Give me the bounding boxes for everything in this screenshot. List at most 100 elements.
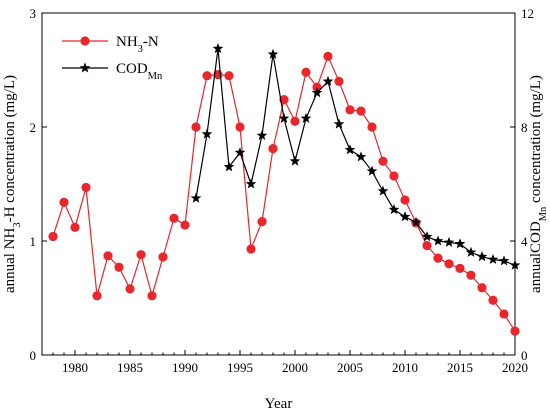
- plot-frame: [41, 12, 516, 356]
- data-point-codmn: [190, 192, 202, 203]
- data-point-codmn: [476, 251, 488, 262]
- data-point-nh3-n: [466, 270, 476, 280]
- data-point-nh3-n: [301, 67, 311, 77]
- data-point-nh3-n: [400, 195, 410, 205]
- data-point-nh3-n: [455, 263, 465, 273]
- data-point-codmn: [509, 259, 521, 270]
- series-line-codmn: [195, 48, 516, 266]
- data-point-nh3-n: [433, 253, 443, 263]
- axes-frame: [41, 12, 516, 356]
- data-point-nh3-n: [290, 116, 300, 126]
- data-point-codmn: [388, 204, 400, 215]
- data-point-nh3-n: [345, 105, 355, 115]
- data-point-nh3-n: [147, 291, 157, 301]
- y-right-tick-label: 4: [521, 234, 528, 249]
- legend-item-codmn: CODMn: [62, 61, 163, 82]
- data-point-nh3-n: [312, 82, 322, 92]
- data-point-codmn: [201, 128, 213, 139]
- data-point-nh3-n: [268, 144, 278, 154]
- data-point-nh3-n: [477, 283, 487, 293]
- x-tick-label: 1990: [172, 360, 198, 375]
- y-left-tick-label: 3: [30, 6, 37, 21]
- data-point-nh3-n: [191, 122, 201, 132]
- legend-label-nh3-n-sub: 3: [138, 44, 143, 55]
- data-point-nh3-n: [389, 171, 399, 181]
- legend-item-nh3-n: NH3-N: [62, 34, 159, 55]
- series-layer: [48, 43, 521, 336]
- x-axis-title: Year: [265, 396, 293, 412]
- data-point-nh3-n: [499, 309, 509, 319]
- y-left-axis-title-sub: 3: [12, 222, 23, 227]
- y-right-axis-title-rest: concentration (mg/L): [528, 75, 544, 207]
- data-point-codmn: [355, 151, 367, 162]
- y-right-tick-label: 0: [521, 348, 528, 363]
- data-point-codmn: [498, 255, 510, 266]
- data-point-codmn: [234, 147, 246, 158]
- y-right-axis-title-sub: Mn: [538, 206, 549, 221]
- x-tick-label: 2005: [337, 360, 363, 375]
- data-point-nh3-n: [136, 250, 146, 260]
- y-right-axis-title: annualCODMn concentration (mg/L): [528, 75, 549, 293]
- data-point-nh3-n: [444, 259, 454, 269]
- y-right-axis-title-main: annualCOD: [528, 221, 544, 293]
- data-point-nh3-n: [367, 122, 377, 132]
- y-right-tick-label: 12: [521, 6, 534, 21]
- data-point-nh3-n: [59, 197, 69, 207]
- data-point-nh3-n: [235, 122, 245, 132]
- data-point-codmn: [245, 178, 257, 189]
- data-point-codmn: [432, 235, 444, 246]
- axis-labels: 1980 1985 1990 1995 2000 2005 2010 2015 20200123…: [2, 6, 549, 412]
- y-right-tick-label: 8: [521, 120, 528, 135]
- x-tick-label: 2020: [502, 360, 528, 375]
- data-point-codmn: [344, 144, 356, 155]
- data-point-codmn: [311, 87, 323, 98]
- x-tick-label: 1985: [117, 360, 143, 375]
- data-point-codmn: [289, 155, 301, 166]
- data-point-nh3-n: [378, 156, 388, 166]
- x-tick-label: 2010: [392, 360, 418, 375]
- series-nh3-n: [48, 51, 520, 336]
- data-point-nh3-n: [70, 222, 80, 232]
- data-point-codmn: [443, 236, 455, 247]
- legend-marker-codmn: [79, 62, 91, 73]
- data-point-codmn: [256, 129, 268, 141]
- legend-label-codmn: CODMn: [116, 61, 163, 82]
- data-point-codmn: [421, 231, 433, 242]
- data-point-nh3-n: [114, 262, 124, 272]
- data-point-codmn: [454, 238, 466, 249]
- data-point-nh3-n: [48, 231, 58, 242]
- data-point-nh3-n: [180, 220, 190, 230]
- data-point-nh3-n: [103, 251, 113, 261]
- data-point-codmn: [465, 246, 477, 257]
- data-point-nh3-n: [257, 217, 267, 227]
- data-point-codmn: [487, 253, 499, 265]
- data-point-nh3-n: [334, 76, 344, 86]
- data-point-codmn: [300, 112, 312, 123]
- y-left-axis-title-main: annual NH: [2, 227, 18, 293]
- y-left-axis-title: annual NH3-H concentration (mg/L): [2, 75, 23, 293]
- legend-label-nh3-n-rest: -N: [143, 34, 159, 50]
- legend-label-nh3-n-main: NH: [116, 34, 138, 50]
- legend-label-codmn-sub: Mn: [148, 71, 163, 82]
- data-point-codmn: [267, 48, 279, 59]
- legend-label-nh3-n: NH3-N: [116, 34, 159, 55]
- y-left-tick-label: 2: [30, 120, 37, 135]
- data-point-nh3-n: [92, 291, 102, 301]
- data-point-nh3-n: [158, 252, 168, 262]
- data-point-codmn: [333, 118, 345, 129]
- data-point-codmn: [223, 161, 235, 172]
- legend: NH3-N CODMn: [62, 34, 163, 82]
- data-point-codmn: [366, 165, 378, 176]
- data-point-nh3-n: [224, 71, 234, 81]
- data-point-nh3-n: [125, 284, 135, 294]
- data-point-nh3-n: [246, 244, 256, 254]
- x-tick-label: 2000: [282, 360, 308, 375]
- data-point-nh3-n: [356, 106, 366, 116]
- legend-marker-nh3-n: [80, 36, 90, 46]
- data-point-nh3-n: [202, 71, 212, 81]
- data-point-nh3-n: [422, 240, 432, 251]
- x-tick-label: 1995: [227, 360, 253, 375]
- data-point-nh3-n: [488, 295, 498, 305]
- data-point-codmn: [377, 185, 389, 196]
